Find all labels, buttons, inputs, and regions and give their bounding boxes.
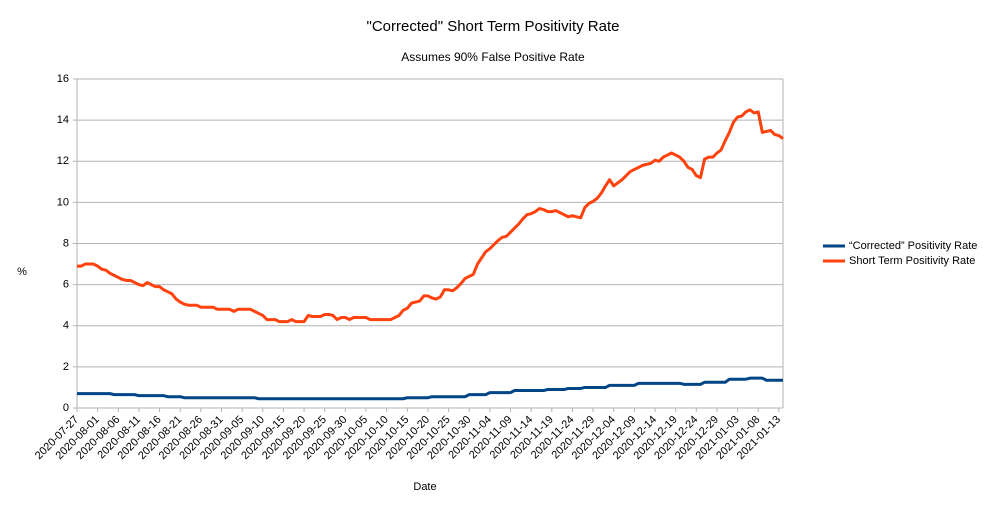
legend-label: “Corrected” Positivity Rate: [849, 240, 977, 252]
y-tick-label: 0: [63, 402, 69, 414]
y-tick-label: 2: [63, 361, 69, 373]
y-tick-label: 6: [63, 279, 69, 291]
legend-label: Short Term Positivity Rate: [849, 255, 975, 267]
y-tick-label: 16: [57, 73, 69, 85]
series-line: [77, 108, 784, 324]
chart-subtitle: Assumes 90% False Positive Rate: [401, 50, 585, 64]
y-tick-label: 4: [63, 320, 69, 332]
y-axis-label: %: [17, 266, 27, 278]
x-axis-label: Date: [413, 481, 436, 493]
chart-title: "Corrected" Short Term Positivity Rate: [367, 18, 620, 35]
y-tick-label: 12: [57, 155, 69, 167]
series-line: [77, 376, 783, 401]
y-tick-label: 14: [57, 114, 69, 126]
y-tick-label: 10: [57, 196, 69, 208]
y-tick-label: 8: [63, 237, 69, 249]
